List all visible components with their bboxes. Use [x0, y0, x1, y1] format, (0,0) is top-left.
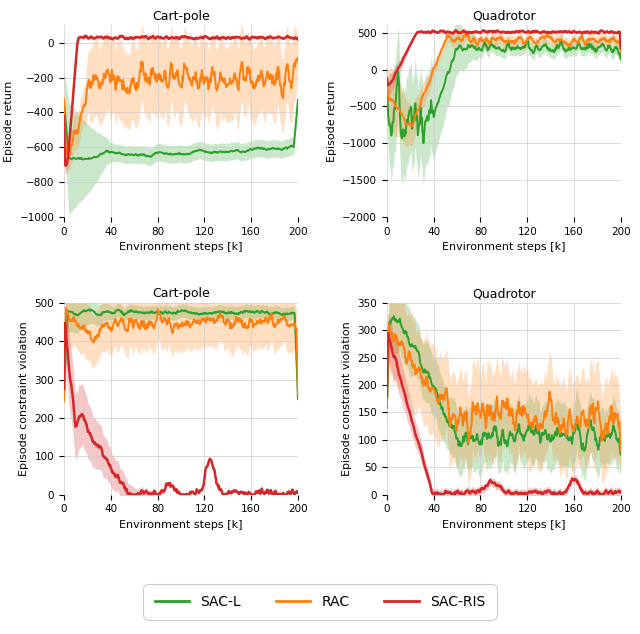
Title: Cart-pole: Cart-pole [152, 10, 210, 23]
Y-axis label: Episode return: Episode return [326, 81, 337, 162]
X-axis label: Environment steps [k]: Environment steps [k] [442, 520, 566, 530]
Title: Quadrotor: Quadrotor [472, 287, 536, 301]
X-axis label: Environment steps [k]: Environment steps [k] [119, 242, 243, 252]
Y-axis label: Episode constraint violation: Episode constraint violation [342, 321, 352, 476]
Y-axis label: Episode constraint violation: Episode constraint violation [19, 321, 29, 476]
X-axis label: Environment steps [k]: Environment steps [k] [119, 520, 243, 530]
Y-axis label: Episode return: Episode return [4, 81, 14, 162]
Title: Quadrotor: Quadrotor [472, 10, 536, 23]
X-axis label: Environment steps [k]: Environment steps [k] [442, 242, 566, 252]
Legend: SAC-L, RAC, SAC-RIS: SAC-L, RAC, SAC-RIS [149, 589, 491, 614]
Title: Cart-pole: Cart-pole [152, 287, 210, 301]
